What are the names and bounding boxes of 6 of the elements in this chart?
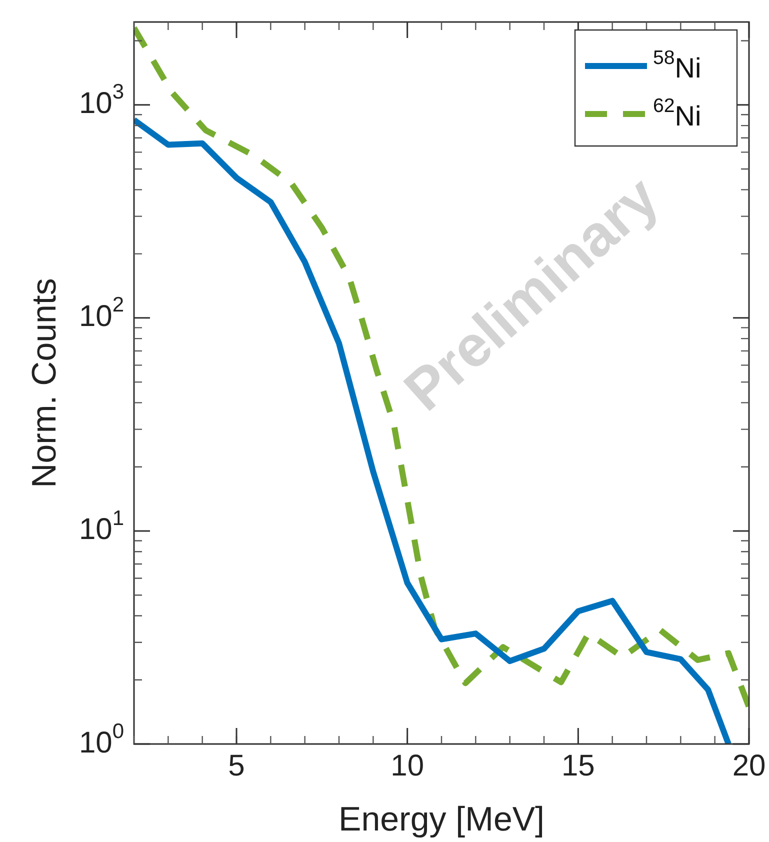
x-tick-label: 15: [561, 749, 595, 782]
x-tick-label: 20: [732, 749, 766, 782]
y-axis-title: Norm. Counts: [25, 278, 64, 488]
x-tick-label: 5: [228, 749, 245, 782]
x-axis-title: Energy [MeV]: [338, 800, 544, 838]
x-tick-label: 10: [390, 749, 424, 782]
